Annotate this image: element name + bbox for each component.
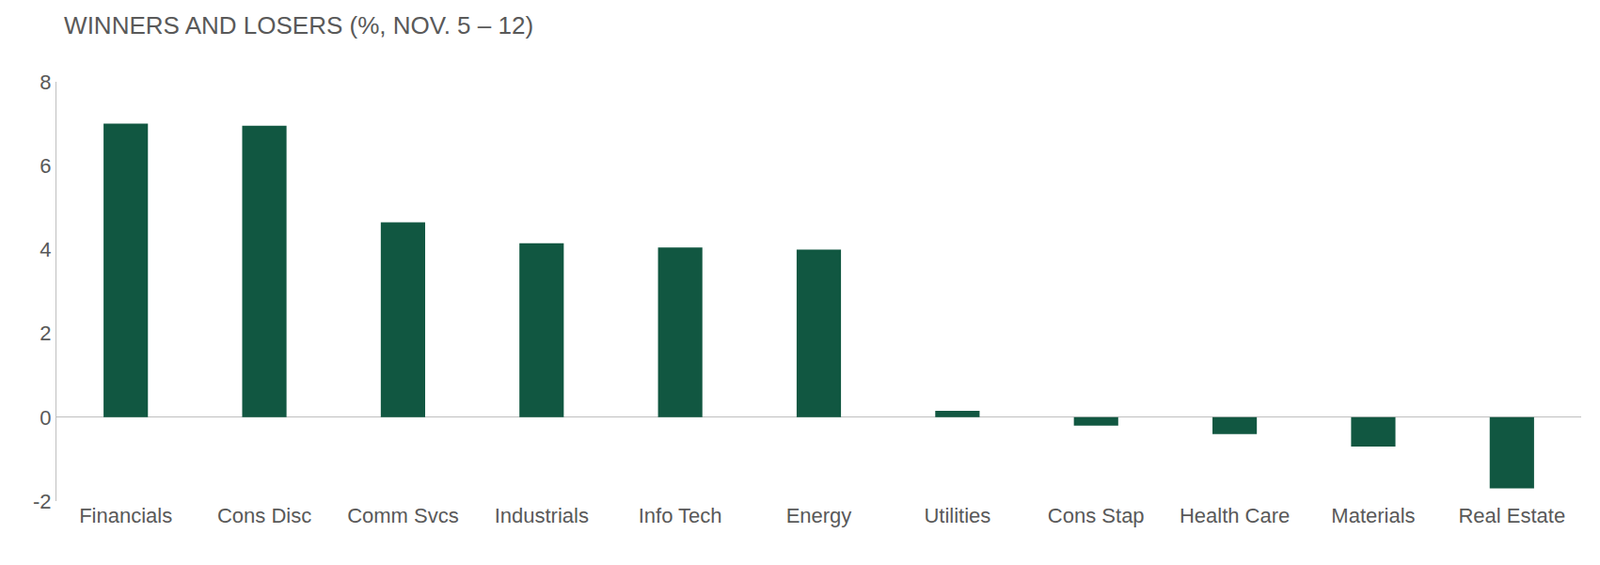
svg-text:Cons Disc: Cons Disc [217,504,312,528]
svg-text:Comm Svcs: Comm Svcs [347,504,460,528]
svg-text:Real Estate: Real Estate [1457,504,1566,528]
svg-text:Materials: Materials [1330,504,1415,528]
svg-text:-2: -2 [32,490,52,514]
svg-text:Energy: Energy [786,504,853,528]
svg-text:2: 2 [39,321,51,346]
svg-text:6: 6 [39,154,51,178]
svg-text:Info Tech: Info Tech [638,504,723,528]
svg-text:Financials: Financials [79,504,173,528]
svg-text:Utilities: Utilities [923,504,991,528]
svg-text:0: 0 [39,406,51,430]
svg-text:8: 8 [39,70,51,95]
svg-text:4: 4 [39,237,51,262]
svg-text:Health Care: Health Care [1179,504,1290,528]
svg-text:Cons Stap: Cons Stap [1047,504,1145,528]
svg-text:WINNERS AND LOSERS (%, NOV. 5: WINNERS AND LOSERS (%, NOV. 5 – 12) [63,11,534,40]
svg-text:Industrials: Industrials [494,504,589,528]
